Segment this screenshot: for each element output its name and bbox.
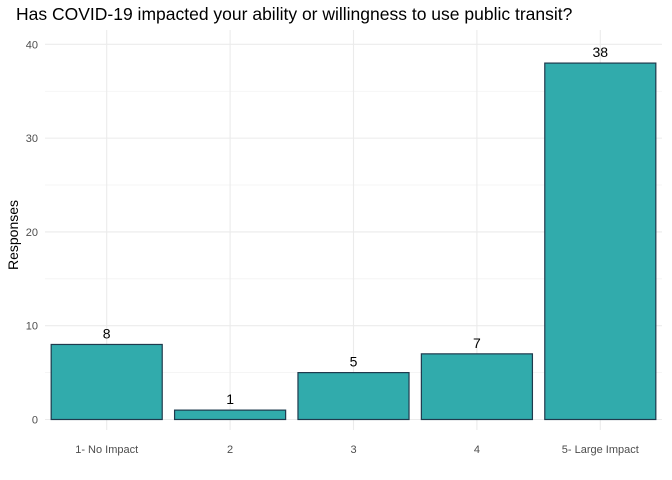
y-tick-label: 30	[26, 133, 38, 145]
bar	[173, 409, 287, 421]
y-axis-label: Responses	[5, 200, 21, 270]
x-tick-label: 5- Large Impact	[562, 444, 639, 456]
bar-data-label: 8	[103, 325, 111, 341]
bar-data-label: 7	[473, 335, 481, 351]
x-tick-label: 2	[227, 444, 233, 456]
x-tick-label: 3	[350, 444, 356, 456]
bar-data-label: 38	[593, 44, 609, 60]
bar	[297, 372, 410, 421]
bar-data-label: 1	[226, 391, 234, 407]
bar	[50, 343, 163, 421]
x-tick-label: 4	[474, 444, 480, 456]
y-tick-label: 10	[26, 321, 38, 333]
chart-title: Has COVID-19 impacted your ability or wi…	[16, 4, 573, 24]
bar	[544, 62, 657, 421]
x-tick-label: 1- No Impact	[75, 444, 138, 456]
y-tick-label: 20	[26, 227, 38, 239]
y-tick-label: 0	[32, 415, 38, 427]
bar-data-label: 5	[350, 354, 358, 370]
bar	[420, 353, 534, 421]
y-tick-label: 40	[26, 39, 38, 51]
